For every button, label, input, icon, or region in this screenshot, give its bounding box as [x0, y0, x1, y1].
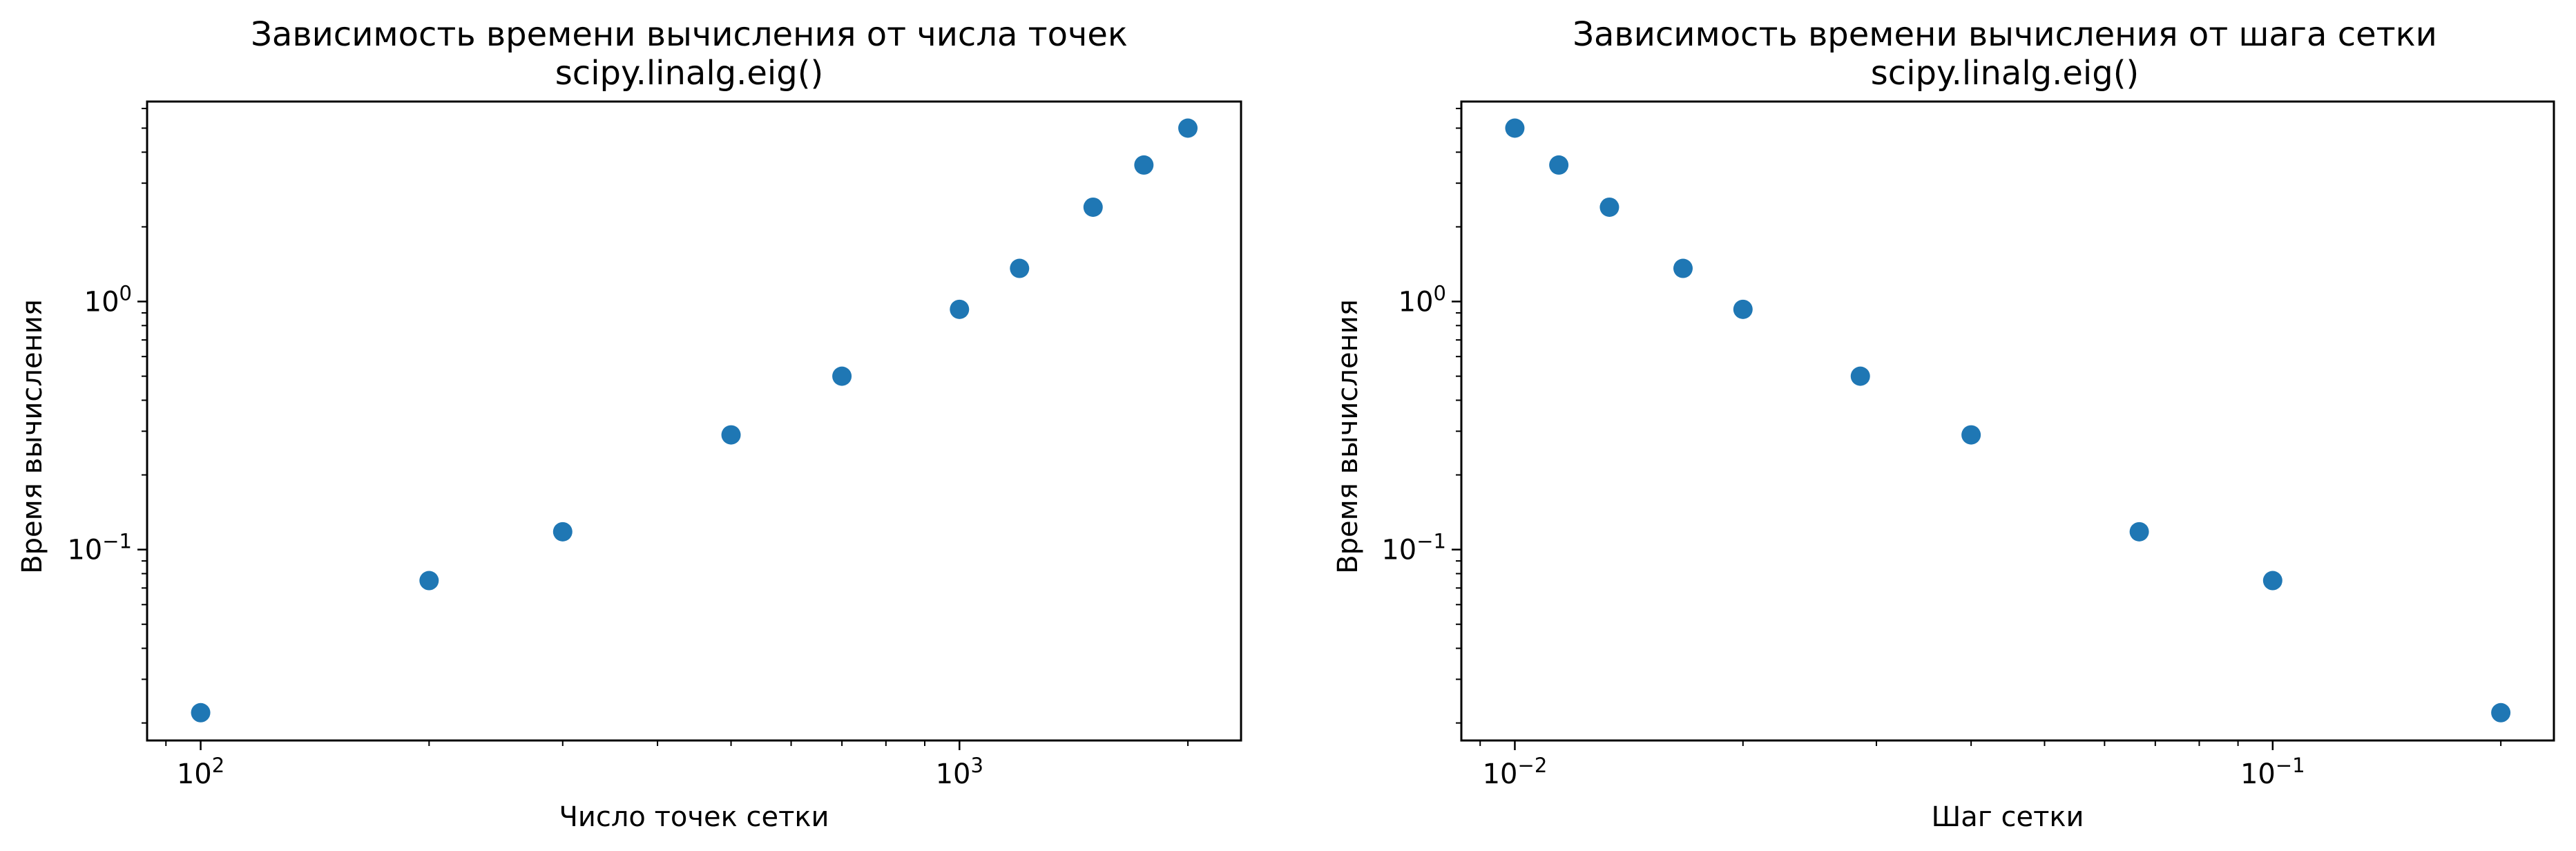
data-point	[1850, 366, 1870, 386]
data-point	[1961, 425, 1981, 445]
tick-exponent: −1	[1416, 530, 1446, 553]
tick-base: 10	[1483, 758, 1518, 790]
tick-exponent: 0	[1434, 282, 1446, 305]
tick-exponent: −1	[2276, 754, 2305, 777]
x-axis-label: Шаг сетки	[1931, 801, 2084, 833]
chart-right: Зависимость времени вычисления от шага с…	[1332, 15, 2555, 833]
data-point	[1549, 155, 1569, 175]
data-point	[1178, 118, 1198, 138]
x-axis-label: Число точек сетки	[559, 801, 829, 833]
data-point	[2491, 702, 2511, 723]
tick-base: 10	[936, 758, 971, 790]
tick-exponent: 2	[212, 754, 224, 777]
data-point	[1010, 258, 1030, 278]
data-point	[1083, 197, 1103, 217]
tick-exponent: 0	[119, 282, 132, 305]
tick-base: 10	[2240, 758, 2276, 790]
chart-left: Зависимость времени вычисления от числа …	[17, 15, 1242, 833]
data-point	[1733, 299, 1753, 319]
tick-base: 10	[1398, 287, 1434, 318]
y-tick-label: 10−1	[1381, 530, 1446, 566]
data-points	[1505, 118, 2511, 723]
x-tick-label: 102	[177, 754, 224, 790]
y-axis-label: Время вычисления	[1332, 299, 1364, 574]
data-point	[1134, 155, 1154, 175]
data-point	[2262, 571, 2282, 591]
chart-subtitle: scipy.linalg.eig()	[555, 54, 823, 93]
data-points	[191, 118, 1198, 723]
chart-subtitle: scipy.linalg.eig()	[1871, 54, 2139, 93]
tick-base: 10	[177, 758, 212, 790]
y-tick-label: 100	[84, 282, 132, 318]
plot-frame	[146, 100, 1242, 742]
data-point	[721, 425, 741, 445]
x-tick-label: 10−2	[1483, 754, 1548, 790]
data-point	[832, 366, 852, 386]
chart-title: Зависимость времени вычисления от шага с…	[1573, 15, 2437, 54]
data-point	[552, 522, 573, 542]
data-point	[191, 702, 211, 723]
tick-base: 10	[84, 287, 119, 318]
tick-exponent: −1	[102, 530, 132, 553]
y-tick-label: 10−1	[67, 530, 132, 566]
data-point	[1505, 118, 1525, 138]
data-point	[1599, 197, 1619, 217]
data-point	[419, 571, 439, 591]
tick-base: 10	[1381, 535, 1416, 566]
y-tick-label: 100	[1398, 282, 1446, 318]
plot-frame	[1460, 100, 2555, 742]
x-tick-label: 10−1	[2240, 754, 2305, 790]
chart-title: Зависимость времени вычисления от числа …	[251, 15, 1128, 54]
data-point	[2129, 522, 2149, 542]
data-point	[950, 299, 970, 319]
data-point	[1673, 258, 1693, 278]
tick-exponent: 3	[971, 754, 983, 777]
tick-exponent: −2	[1518, 754, 1548, 777]
tick-base: 10	[67, 535, 102, 566]
x-tick-label: 103	[936, 754, 983, 790]
y-axis-label: Время вычисления	[17, 299, 48, 574]
